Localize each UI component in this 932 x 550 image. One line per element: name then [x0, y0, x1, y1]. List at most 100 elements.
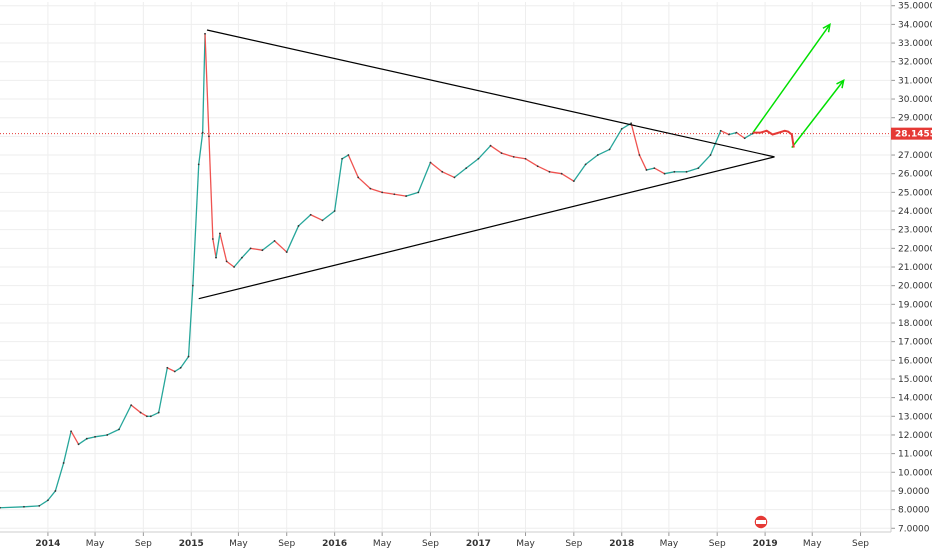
series-segment	[23, 505, 40, 508]
data-point	[477, 157, 480, 160]
data-point	[157, 411, 160, 414]
data-point	[685, 170, 688, 173]
series-segment	[664, 171, 675, 175]
green-arrow-1	[752, 23, 831, 134]
series-segment	[215, 233, 221, 258]
data-point	[429, 161, 432, 164]
series-segment	[140, 412, 148, 417]
series-segment	[233, 257, 243, 268]
data-point	[187, 355, 190, 358]
data-point	[441, 170, 444, 173]
series-segment	[333, 158, 343, 212]
data-point	[309, 213, 312, 216]
series-segment	[180, 356, 190, 369]
series-segment	[204, 33, 210, 137]
series-segment	[646, 167, 655, 171]
series-segment	[561, 173, 575, 182]
series-segment	[219, 233, 228, 262]
series-segment	[430, 161, 443, 173]
y-tick-label: 35.0000	[898, 2, 932, 12]
series-segment	[697, 154, 711, 169]
data-point	[249, 247, 252, 250]
y-tick-label: 19.0000	[898, 300, 932, 310]
y-tick-label: 12.0000	[898, 431, 932, 441]
data-point	[333, 210, 336, 212]
data-point	[709, 154, 712, 156]
series-segment	[78, 438, 88, 445]
data-point	[381, 191, 384, 194]
data-point	[211, 238, 214, 240]
grid-layer	[0, 2, 890, 532]
series-segment	[405, 191, 419, 197]
y-tick-label: 29.0000	[898, 114, 932, 124]
data-point	[536, 165, 539, 168]
series-segment	[347, 154, 359, 178]
data-point	[215, 256, 217, 259]
data-point	[489, 144, 492, 147]
data-point	[728, 133, 730, 136]
y-tick-label: 21.0000	[898, 263, 932, 273]
data-point	[405, 195, 408, 197]
y-tick-label: 34.0000	[898, 20, 932, 30]
data-point	[512, 155, 515, 158]
triangle-lower-line	[198, 156, 775, 300]
series-segment	[630, 123, 641, 156]
series-segment	[744, 133, 753, 139]
series-segment	[241, 247, 252, 259]
y-tick-label: 16.0000	[898, 356, 932, 366]
x-tick-label: Sep	[709, 539, 726, 549]
data-point	[347, 154, 350, 156]
green-arrow-1-head	[822, 22, 831, 33]
series-segment	[537, 165, 550, 173]
series-segment	[130, 404, 142, 414]
series-segment	[549, 171, 562, 175]
series-segment	[86, 436, 96, 440]
series-segment	[322, 210, 336, 221]
data-point	[62, 462, 65, 464]
x-tick-label: 2018	[609, 539, 634, 549]
data-point	[673, 170, 676, 173]
series-segment	[686, 167, 699, 173]
data-point	[663, 172, 666, 175]
series-segment	[357, 176, 371, 190]
data-point	[204, 32, 206, 35]
data-point	[149, 415, 152, 418]
y-tick-label: 8.0000	[898, 506, 930, 516]
y-tick-label: 25.0000	[898, 188, 932, 198]
y-tick-label: 24.0000	[898, 207, 932, 217]
data-point	[191, 284, 194, 287]
series-segment	[187, 285, 194, 357]
x-tick-label: May	[86, 539, 105, 549]
tradingview-logo[interactable]	[753, 514, 769, 530]
series-segment	[609, 128, 623, 150]
data-point	[54, 490, 57, 492]
data-point	[94, 435, 96, 438]
data-point	[560, 172, 563, 175]
data-point	[225, 260, 228, 263]
series-segment	[454, 167, 467, 178]
data-point	[735, 131, 738, 134]
y-tick-label: 26.0000	[898, 170, 932, 180]
series-segment	[597, 148, 610, 156]
series-segment	[728, 132, 737, 136]
data-point	[118, 428, 120, 431]
data-point	[572, 180, 575, 183]
series-segment	[106, 428, 120, 436]
data-point	[453, 176, 456, 179]
data-point	[321, 219, 324, 222]
data-point	[548, 170, 551, 173]
data-point	[645, 169, 648, 171]
y-tick-label: 9.0000	[898, 487, 930, 497]
x-tick-label: 2014	[35, 539, 60, 549]
data-point	[357, 176, 360, 179]
data-point	[620, 128, 623, 130]
series-segment	[736, 132, 746, 139]
data-point	[201, 131, 204, 134]
series-segment	[585, 154, 599, 165]
red-projection-path	[752, 129, 795, 148]
data-point	[233, 266, 235, 268]
x-tick-label: Sep	[565, 539, 582, 549]
x-tick-label: Sep	[422, 539, 439, 549]
series-segment	[192, 164, 200, 286]
data-point	[297, 225, 300, 227]
